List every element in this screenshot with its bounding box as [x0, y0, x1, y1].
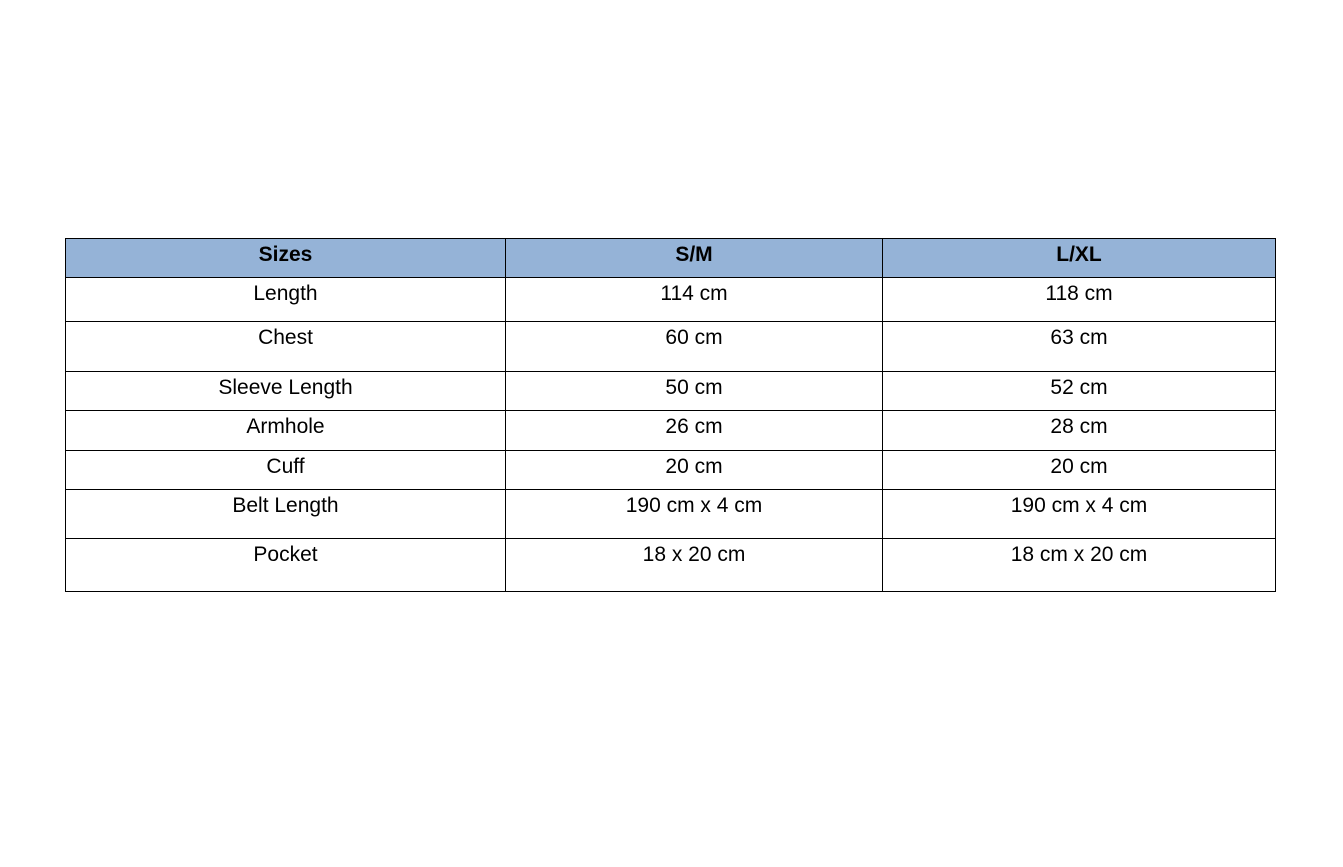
- table-row: Length 114 cm 118 cm: [65, 277, 1276, 322]
- cell-l-xl: 52 cm: [882, 371, 1276, 411]
- row-label: Cuff: [65, 450, 506, 490]
- cell-l-xl: 118 cm: [882, 277, 1276, 322]
- cell-l-xl: 63 cm: [882, 321, 1276, 372]
- cell-s-m: 20 cm: [505, 450, 883, 490]
- header-l-xl: L/XL: [882, 238, 1276, 278]
- row-label: Sleeve Length: [65, 371, 506, 411]
- cell-s-m: 114 cm: [505, 277, 883, 322]
- header-row: Sizes S/M L/XL: [65, 238, 1276, 278]
- cell-s-m: 50 cm: [505, 371, 883, 411]
- table-row: Belt Length 190 cm x 4 cm 190 cm x 4 cm: [65, 489, 1276, 539]
- table-row: Chest 60 cm 63 cm: [65, 321, 1276, 372]
- row-label: Length: [65, 277, 506, 322]
- cell-s-m: 18 x 20 cm: [505, 538, 883, 592]
- cell-l-xl: 20 cm: [882, 450, 1276, 490]
- cell-s-m: 26 cm: [505, 410, 883, 451]
- header-sizes: Sizes: [65, 238, 506, 278]
- table-row: Cuff 20 cm 20 cm: [65, 450, 1276, 490]
- row-label: Pocket: [65, 538, 506, 592]
- table-row: Pocket 18 x 20 cm 18 cm x 20 cm: [65, 538, 1276, 592]
- row-label: Armhole: [65, 410, 506, 451]
- row-label: Chest: [65, 321, 506, 372]
- cell-s-m: 60 cm: [505, 321, 883, 372]
- table-row: Sleeve Length 50 cm 52 cm: [65, 371, 1276, 411]
- cell-s-m: 190 cm x 4 cm: [505, 489, 883, 539]
- size-chart-table: Sizes S/M L/XL Length 114 cm 118 cm Ches…: [65, 238, 1276, 592]
- cell-l-xl: 18 cm x 20 cm: [882, 538, 1276, 592]
- row-label: Belt Length: [65, 489, 506, 539]
- header-s-m: S/M: [505, 238, 883, 278]
- cell-l-xl: 28 cm: [882, 410, 1276, 451]
- cell-l-xl: 190 cm x 4 cm: [882, 489, 1276, 539]
- table-row: Armhole 26 cm 28 cm: [65, 410, 1276, 451]
